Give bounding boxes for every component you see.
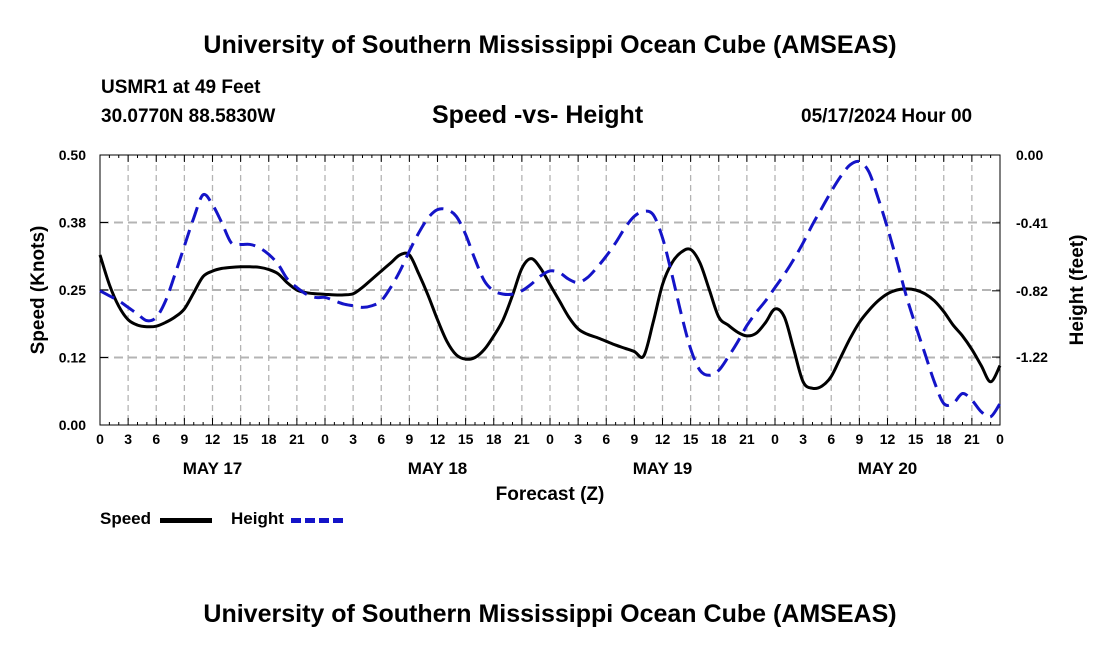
x-tick-label: 0 (321, 431, 329, 447)
x-axis-title: Forecast (Z) (496, 484, 605, 505)
legend-speed-swatch (160, 518, 212, 523)
x-tick-label: 18 (486, 431, 502, 447)
legend-height-swatch (291, 518, 343, 523)
x-tick-label: 15 (683, 431, 699, 447)
x-tick-label: 0 (546, 431, 554, 447)
x-tick-label: 3 (574, 431, 582, 447)
speed-series-line (98, 247, 1002, 391)
station-label: USMR1 at 49 Feet (101, 77, 261, 98)
x-tick-label: 6 (152, 431, 160, 447)
y-tick-label: 0.50 (59, 147, 86, 163)
legend-speed-label: Speed (100, 509, 152, 528)
x-tick-label: 6 (602, 431, 610, 447)
x-tick-label: 3 (349, 431, 357, 447)
x-tick-label: 18 (936, 431, 952, 447)
datetime-label: 05/17/2024 Hour 00 (801, 106, 973, 127)
x-tick-label: 3 (799, 431, 807, 447)
axis-labels: 0 3 6 9 12 15 18 21 0 3 6 9 12 15 18 21 0 3 6 9 12 15 18 21 0 3 6 9… (28, 147, 1088, 505)
x-tick-label: 21 (289, 431, 305, 447)
x-tick-label: 9 (180, 431, 188, 447)
y-tick-label: 0.00 (59, 417, 86, 433)
y-tick-label: 0.38 (59, 215, 86, 231)
y-tick-label: 0.25 (59, 282, 86, 298)
x-tick-label: 15 (458, 431, 474, 447)
x-tick-label: 3 (124, 431, 132, 447)
day-label: MAY 19 (633, 459, 693, 478)
location-label: 30.0770N 88.5830W (101, 106, 276, 127)
legend-height-label: Height (231, 509, 284, 528)
plot-title: Speed -vs- Height (432, 101, 644, 129)
day-label: MAY 18 (408, 459, 468, 478)
grid-lines (100, 155, 1000, 425)
x-tick-label: 9 (855, 431, 863, 447)
x-tick-label: 9 (630, 431, 638, 447)
x-tick-label: 9 (405, 431, 413, 447)
x-tick-label: 6 (827, 431, 835, 447)
y2-tick-label: -1.22 (1016, 349, 1048, 365)
day-label: MAY 20 (858, 459, 918, 478)
x-tick-label: 15 (233, 431, 249, 447)
y-axis-title: Speed (Knots) (28, 226, 49, 355)
chart-main-title: University of Southern Mississippi Ocean… (203, 31, 897, 59)
x-tick-label: 0 (996, 431, 1004, 447)
x-tick-label: 21 (739, 431, 755, 447)
x-tick-label: 0 (96, 431, 104, 447)
footer-title: University of Southern Mississippi Ocean… (203, 600, 897, 628)
y2-tick-label: 0.00 (1016, 147, 1043, 163)
height-series-line (99, 159, 1002, 419)
y2-tick-label: -0.41 (1016, 215, 1048, 231)
y-tick-label: 0.12 (59, 350, 86, 366)
day-label: MAY 17 (183, 459, 243, 478)
series-lines (98, 159, 1002, 419)
x-tick-label: 12 (655, 431, 671, 447)
x-tick-label: 12 (205, 431, 221, 447)
x-tick-label: 18 (261, 431, 277, 447)
x-tick-label: 6 (377, 431, 385, 447)
x-tick-label: 12 (880, 431, 896, 447)
x-tick-label: 0 (771, 431, 779, 447)
y2-axis-title: Height (feet) (1067, 235, 1088, 346)
axis-ticks (99, 154, 1001, 426)
x-tick-label: 21 (514, 431, 530, 447)
y2-tick-label: -0.82 (1016, 283, 1048, 299)
x-tick-label: 18 (711, 431, 727, 447)
x-tick-label: 12 (430, 431, 446, 447)
x-tick-label: 21 (964, 431, 980, 447)
x-tick-label: 15 (908, 431, 924, 447)
